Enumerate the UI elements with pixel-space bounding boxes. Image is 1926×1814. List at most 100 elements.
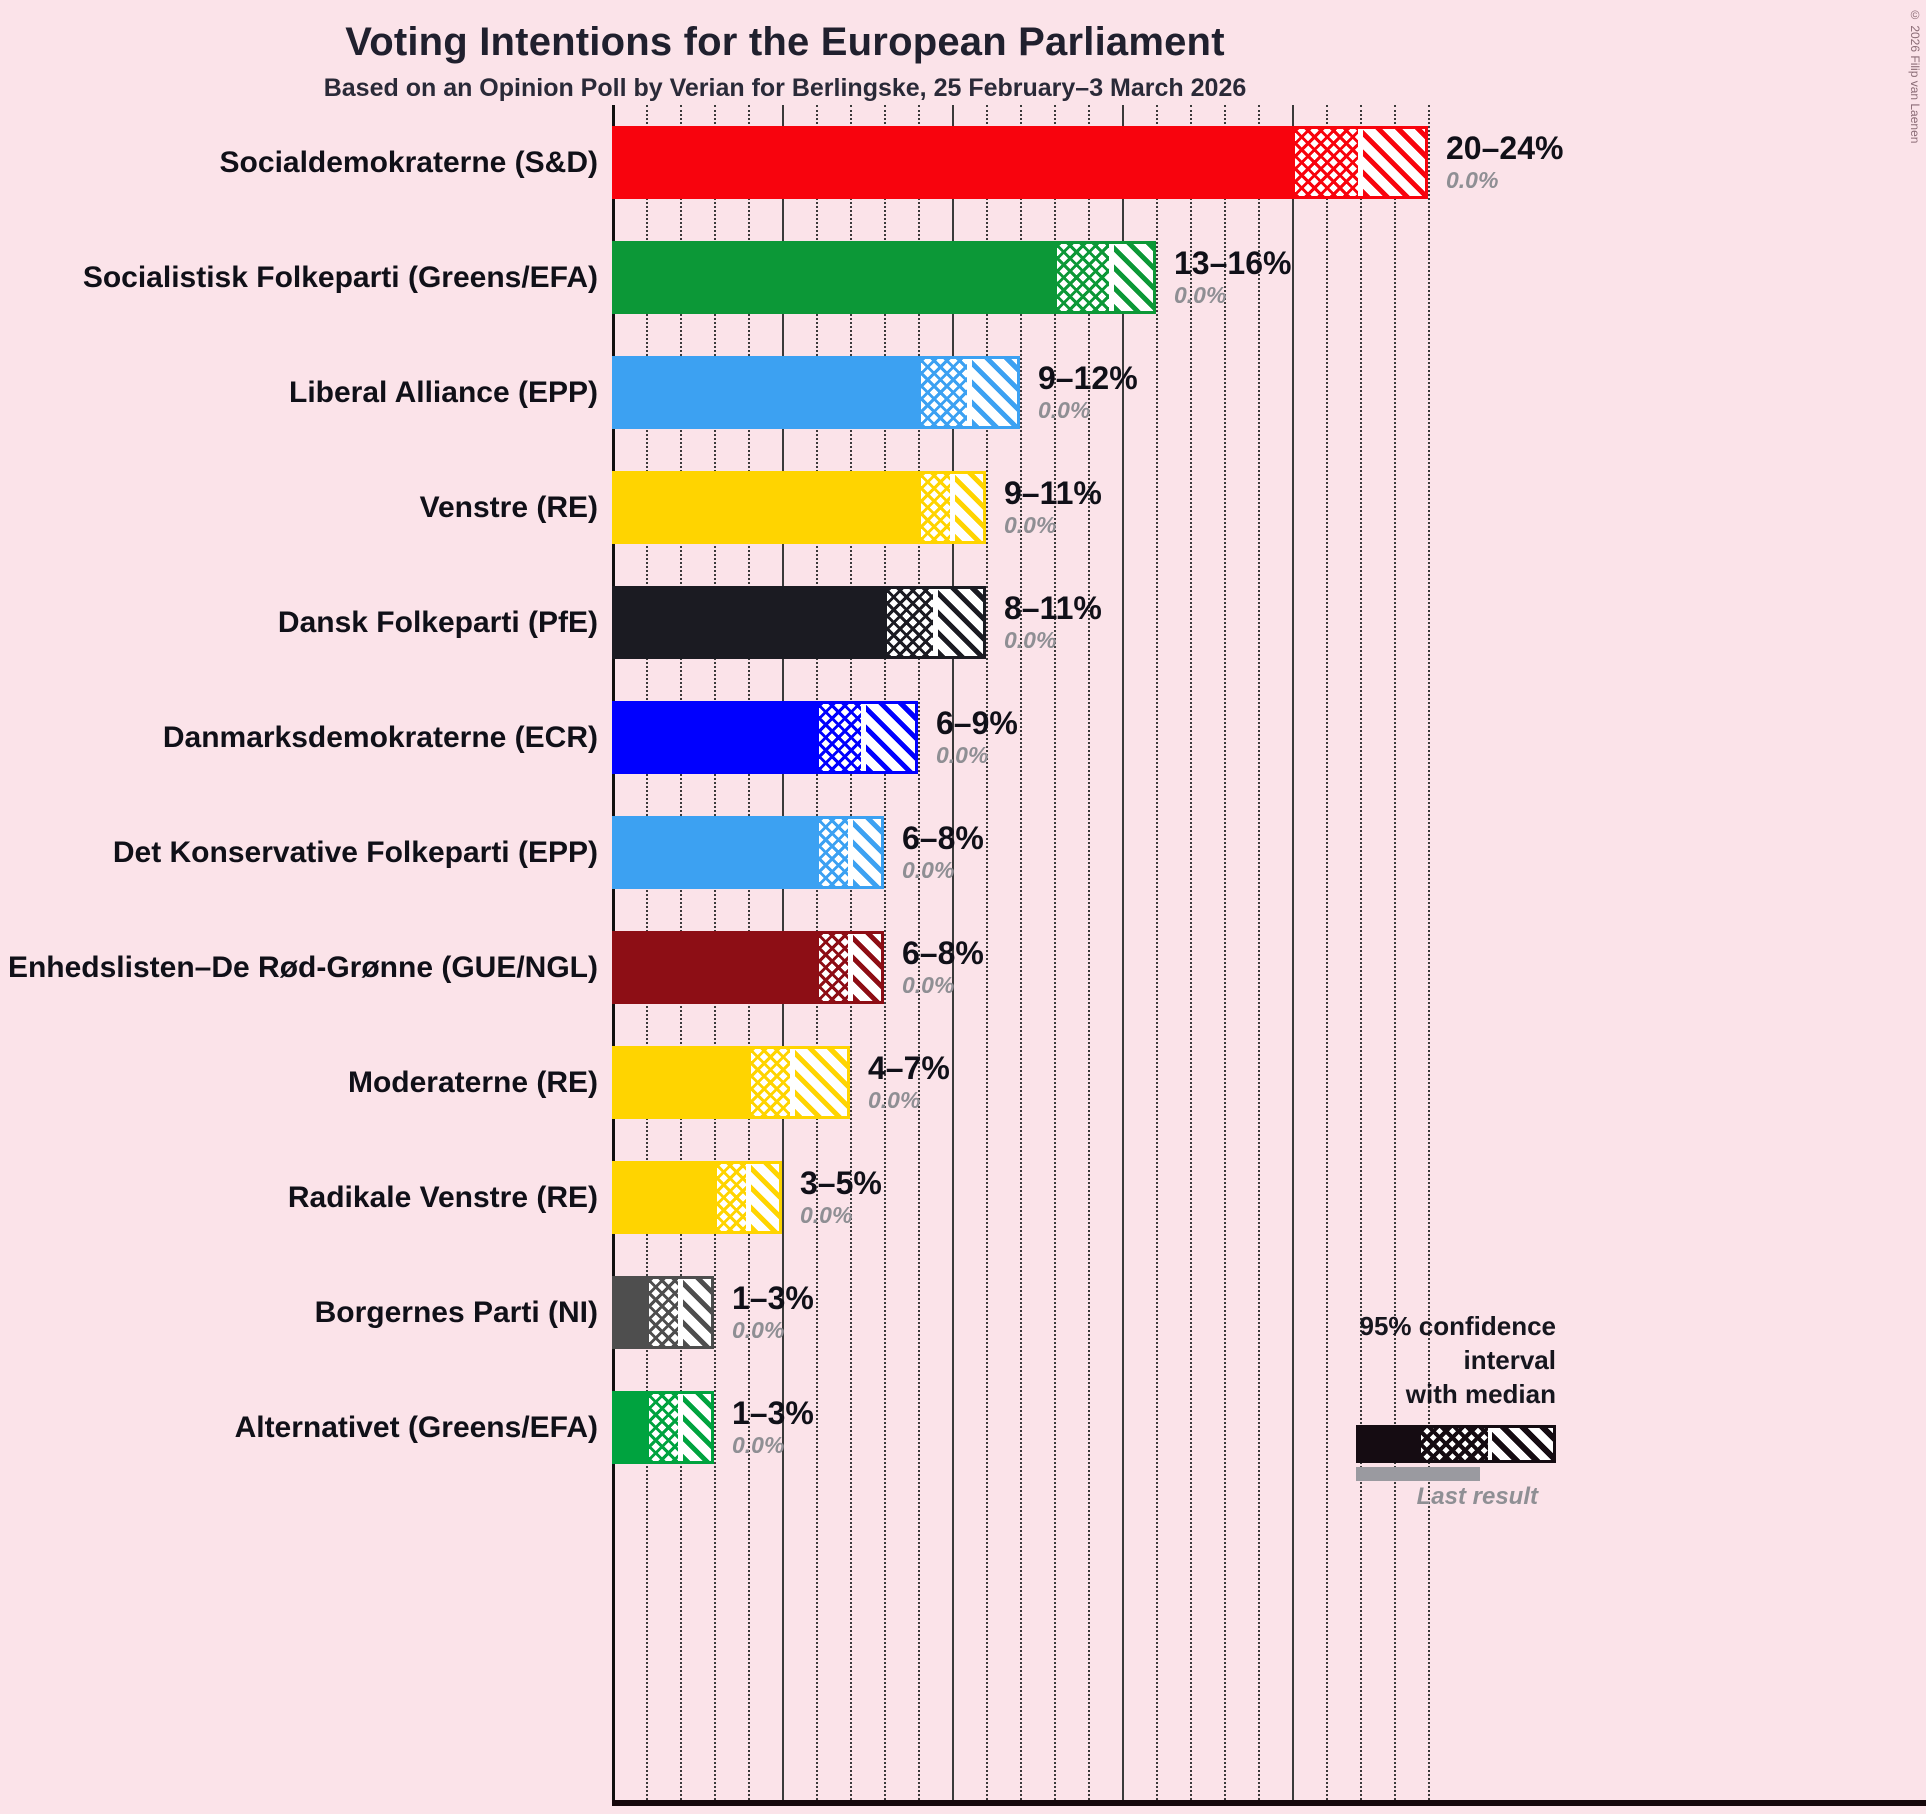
bar-crosshatch-segment (751, 1049, 791, 1116)
last-result-label: 0.0% (936, 742, 989, 769)
bar-crosshatch-segment (921, 474, 950, 541)
party-row: Socialdemokraterne (S&D) 20–24% 0.0% (0, 105, 1926, 220)
party-bar (612, 816, 884, 889)
bar-value-labels: 4–7% 0.0% (868, 1025, 950, 1140)
party-row: Det Konservative Folkeparti (EPP) 6–8% 0… (0, 795, 1926, 910)
bar-crosshatch-segment (649, 1394, 678, 1461)
party-row: Venstre (RE) 9–11% 0.0% (0, 450, 1926, 565)
range-label: 4–7% (868, 1050, 950, 1087)
bar-value-labels: 6–8% 0.0% (902, 795, 984, 910)
bar-solid-segment (612, 1391, 646, 1464)
party-row: Dansk Folkeparti (PfE) 8–11% 0.0% (0, 565, 1926, 680)
last-result-label: 0.0% (868, 1087, 921, 1114)
bar-value-labels: 9–11% 0.0% (1004, 450, 1102, 565)
gridline (1292, 105, 1294, 1800)
bar-crosshatch-segment (649, 1279, 678, 1346)
bar-confidence-interval (816, 816, 884, 889)
bar-confidence-interval (1292, 126, 1428, 199)
party-label: Dansk Folkeparti (PfE) (277, 605, 598, 639)
last-result-label: 0.0% (902, 857, 955, 884)
gridline (1190, 105, 1192, 1800)
bar-value-labels: 20–24% 0.0% (1446, 105, 1563, 220)
party-label: Moderaterne (RE) (347, 1065, 598, 1099)
bar-solid-segment (612, 586, 884, 659)
range-label: 8–11% (1004, 590, 1102, 627)
party-label: Radikale Venstre (RE) (287, 1180, 598, 1214)
legend: 95% confidence interval with median Last… (1280, 1310, 1556, 1511)
bar-confidence-interval (816, 701, 918, 774)
chart-subtitle: Based on an Opinion Poll by Verian for B… (323, 74, 1247, 102)
party-label: Enhedslisten–De Rød-Grønne (GUE/NGL) (7, 950, 598, 984)
bar-diagonal-segment (795, 1049, 847, 1116)
party-row: Alternativet (Greens/EFA) 1–3% 0.0% (0, 1370, 1926, 1485)
bar-confidence-interval (714, 1161, 782, 1234)
bar-solid-segment (612, 701, 816, 774)
bar-diagonal-segment (852, 934, 881, 1001)
bar-diagonal-segment (937, 589, 983, 656)
bar-confidence-interval (918, 471, 986, 544)
party-row: Socialistisk Folkeparti (Greens/EFA) 13–… (0, 220, 1926, 335)
last-result-label: 0.0% (902, 972, 955, 999)
bar-confidence-interval (646, 1276, 714, 1349)
party-row: Radikale Venstre (RE) 3–5% 0.0% (0, 1140, 1926, 1255)
bar-confidence-interval (884, 586, 986, 659)
range-label: 6–9% (936, 705, 1018, 742)
copyright-note: © 2026 Filip van Laenen (1908, 8, 1922, 144)
gridline (1054, 105, 1056, 1800)
gridline (1428, 105, 1430, 1800)
bar-solid-segment (612, 241, 1054, 314)
last-result-label: 0.0% (732, 1432, 785, 1459)
party-label: Danmarksdemokraterne (ECR) (162, 720, 598, 754)
gridline (918, 105, 920, 1800)
plot-area: Socialdemokraterne (S&D) 20–24% 0.0% Soc… (0, 105, 1926, 1800)
party-label: Socialistisk Folkeparti (Greens/EFA) (82, 260, 598, 294)
legend-sample-bar (1356, 1425, 1556, 1464)
party-label: Venstre (RE) (419, 490, 598, 524)
range-label: 9–12% (1038, 360, 1138, 397)
party-bar (612, 471, 986, 544)
bar-crosshatch-segment (1295, 129, 1358, 196)
bar-solid-segment (612, 356, 918, 429)
bar-confidence-interval (646, 1391, 714, 1464)
bar-solid-segment (612, 931, 816, 1004)
last-result-label: 0.0% (1004, 627, 1057, 654)
party-row: Moderaterne (RE) 4–7% 0.0% (0, 1025, 1926, 1140)
gridline (1224, 105, 1226, 1800)
party-bar (612, 1161, 782, 1234)
bar-value-labels: 8–11% 0.0% (1004, 565, 1102, 680)
last-result-label: 0.0% (1004, 512, 1057, 539)
bar-solid-segment (612, 126, 1292, 199)
legend-last-result-label: Last result (1416, 1483, 1538, 1511)
range-label: 20–24% (1446, 130, 1564, 167)
legend-last-result-bar (1356, 1467, 1480, 1482)
bar-value-labels: 6–8% 0.0% (902, 910, 984, 1025)
bar-crosshatch-segment (819, 819, 848, 886)
party-label: Det Konservative Folkeparti (EPP) (112, 835, 598, 869)
range-label: 13–16% (1174, 245, 1292, 282)
bar-diagonal-segment (1362, 129, 1425, 196)
bar-crosshatch-segment (717, 1164, 746, 1231)
party-bar (612, 586, 986, 659)
party-row: Borgernes Parti (NI) 1–3% 0.0% (0, 1255, 1926, 1370)
party-bar (612, 241, 1156, 314)
bar-confidence-interval (748, 1046, 850, 1119)
gridline (1326, 105, 1328, 1800)
party-bar (612, 126, 1428, 199)
gridline (1360, 105, 1362, 1800)
last-result-label: 0.0% (732, 1317, 785, 1344)
bar-diagonal-segment (1113, 244, 1153, 311)
bar-solid-segment (612, 816, 816, 889)
gridline (1394, 105, 1396, 1800)
gridline (1156, 105, 1158, 1800)
party-label: Socialdemokraterne (S&D) (219, 145, 598, 179)
bar-diagonal-segment (971, 359, 1017, 426)
party-label: Alternativet (Greens/EFA) (234, 1410, 598, 1444)
bar-value-labels: 9–12% 0.0% (1038, 335, 1138, 450)
party-row: Liberal Alliance (EPP) 9–12% 0.0% (0, 335, 1926, 450)
bar-crosshatch-segment (1057, 244, 1109, 311)
bar-diagonal-segment (954, 474, 983, 541)
range-label: 9–11% (1004, 475, 1102, 512)
bar-confidence-interval (1054, 241, 1156, 314)
bar-crosshatch-segment (819, 934, 848, 1001)
